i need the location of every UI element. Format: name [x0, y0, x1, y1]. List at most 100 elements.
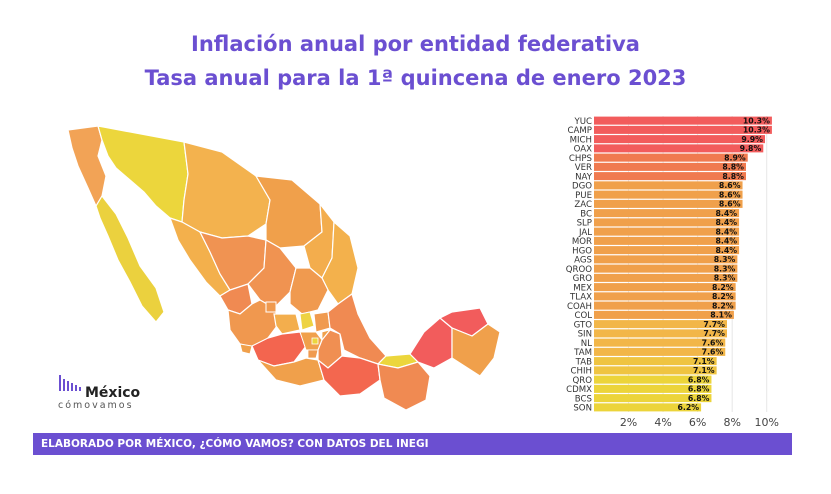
bar: [594, 236, 740, 245]
data-label: 8.8%: [722, 163, 744, 172]
x-tick-label: 6%: [689, 416, 706, 429]
footer-banner: ELABORADO POR MÉXICO, ¿CÓMO VAMOS? CON D…: [33, 433, 792, 455]
logo-wordmark: México: [85, 385, 141, 401]
map-state-col: [239, 343, 253, 355]
chart-subtitle: Tasa anual para la 1ª quincena de enero …: [144, 66, 687, 90]
data-label: 7.7%: [703, 329, 725, 338]
category-label: GTO: [574, 320, 593, 330]
map-state-slp: [289, 267, 329, 315]
category-label: QRO: [573, 376, 593, 386]
category-label: MICH: [570, 135, 592, 145]
map-state-ags: [265, 301, 277, 313]
bar: [594, 264, 738, 273]
bar: [594, 135, 765, 144]
data-label: 6.2%: [677, 403, 699, 412]
category-label: JAL: [578, 228, 592, 238]
bar: [594, 292, 736, 301]
bar: [594, 384, 712, 393]
category-label: SLP: [577, 219, 592, 229]
category-label: GRO: [573, 274, 593, 284]
map-state-gto: [273, 313, 301, 335]
category-label: TAB: [575, 357, 592, 367]
map-state-mor: [307, 349, 319, 359]
bar: [594, 347, 726, 356]
bar: [594, 162, 746, 171]
bar: [594, 255, 738, 264]
map-state-cdmx: [311, 337, 319, 345]
data-label: 6.8%: [688, 375, 710, 384]
category-label: MOR: [572, 237, 592, 247]
data-label: 7.6%: [702, 348, 724, 357]
category-label: BCS: [575, 394, 592, 404]
category-label: NL: [581, 339, 592, 349]
category-label: ZAC: [574, 200, 592, 210]
data-label: 7.1%: [693, 357, 715, 366]
data-label: 8.9%: [724, 153, 746, 162]
bar: [594, 375, 712, 384]
bars-logo-icon: [59, 375, 81, 391]
mexico-choropleth-map: [67, 125, 501, 411]
category-label: CDMX: [566, 385, 592, 395]
category-label: VER: [575, 163, 592, 173]
bar: [594, 357, 717, 366]
map-state-qro: [299, 311, 315, 331]
bar: [594, 366, 717, 375]
map-state-hgo: [313, 311, 331, 333]
data-label: 6.8%: [688, 394, 710, 403]
bar: [594, 172, 746, 181]
map-state-bcs: [95, 194, 165, 323]
map-state-oax: [316, 355, 381, 397]
category-label: MEX: [573, 283, 592, 293]
category-label: TLAX: [569, 293, 592, 303]
bar: [594, 246, 740, 255]
x-tick-label: 8%: [723, 416, 740, 429]
bar: [594, 301, 736, 310]
x-tick-label: 10%: [755, 416, 779, 429]
bar: [594, 227, 740, 236]
data-label: 9.9%: [741, 135, 763, 144]
category-label: CHIH: [571, 367, 592, 377]
map-state-chih: [181, 141, 271, 239]
data-label: 7.6%: [702, 338, 724, 347]
bar: [594, 394, 712, 403]
data-label: 7.7%: [703, 320, 725, 329]
bar-chart: YUC 10.3% CAMP 10.3% MICH 9.9% OAX 9.8% CHPS 8.9%…: [566, 116, 779, 429]
bar: [594, 283, 736, 292]
data-label: 8.4%: [715, 218, 737, 227]
bar: [594, 153, 748, 162]
data-label: 8.2%: [712, 292, 734, 301]
x-tick-label: 4%: [654, 416, 671, 429]
data-label: 6.8%: [688, 385, 710, 394]
footer-text: ELABORADO POR MÉXICO, ¿CÓMO VAMOS? CON D…: [41, 438, 429, 450]
category-label: BC: [580, 209, 592, 219]
category-label: CAMP: [568, 126, 592, 136]
data-label: 7.1%: [693, 366, 715, 375]
category-label: PUE: [575, 191, 592, 201]
bar: [594, 310, 734, 319]
category-label: COAH: [567, 302, 592, 312]
data-label: 10.3%: [743, 116, 770, 125]
category-label: AGS: [574, 256, 592, 266]
category-label: SON: [573, 404, 592, 414]
category-label: HGO: [572, 246, 592, 256]
bar: [594, 190, 743, 199]
x-tick-label: 2%: [620, 416, 637, 429]
map-state-chps: [377, 361, 431, 411]
map-state-camp: [409, 317, 453, 369]
category-label: QROO: [566, 265, 592, 275]
map-state-qroo: [451, 323, 501, 377]
category-label: DGO: [572, 182, 592, 192]
data-label: 8.6%: [719, 200, 741, 209]
data-label: 8.8%: [722, 172, 744, 181]
data-label: 10.3%: [743, 126, 770, 135]
bar: [594, 144, 764, 153]
bar: [594, 403, 702, 412]
category-label: YUC: [573, 117, 592, 127]
data-label: 8.4%: [715, 237, 737, 246]
bar: [594, 199, 743, 208]
category-label: OAX: [574, 145, 592, 155]
bar: [594, 218, 740, 227]
data-label: 8.4%: [715, 246, 737, 255]
bar: [594, 329, 727, 338]
data-label: 8.6%: [719, 190, 741, 199]
